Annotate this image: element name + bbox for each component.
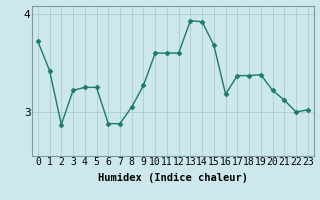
X-axis label: Humidex (Indice chaleur): Humidex (Indice chaleur) (98, 173, 248, 183)
